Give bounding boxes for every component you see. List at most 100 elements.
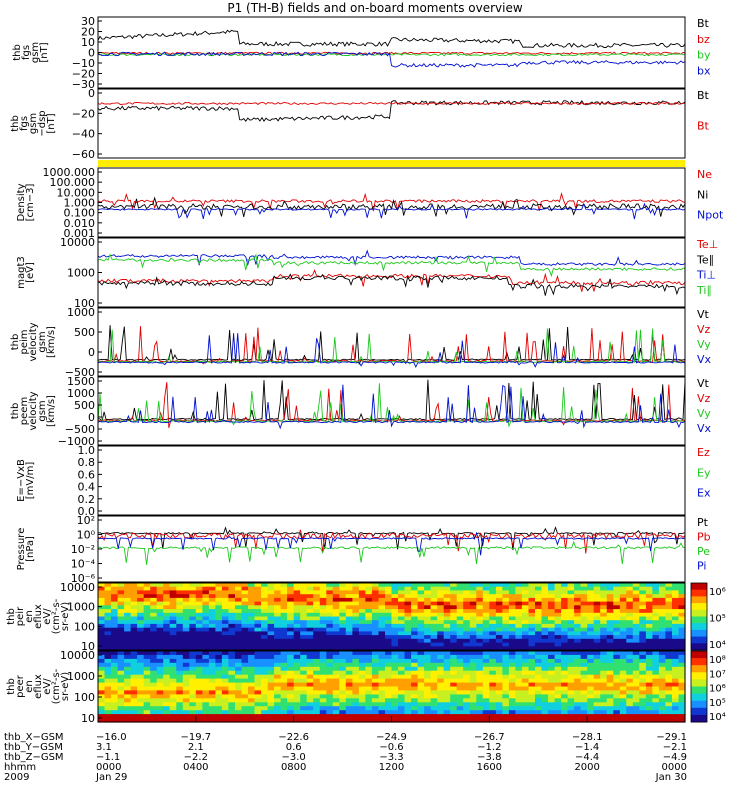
spectrogram-cell <box>339 658 347 664</box>
spectrogram-cell <box>378 627 386 632</box>
spectrogram-cell <box>593 686 601 691</box>
spectrogram-cell <box>411 631 419 636</box>
spectrogram-cell <box>469 601 477 606</box>
spectrogram-cell <box>541 620 549 625</box>
spectrogram-cell <box>287 601 295 606</box>
spectrogram-cell <box>626 601 634 606</box>
spectrogram-cell <box>580 609 588 614</box>
spectrogram-cell <box>600 686 608 691</box>
spectrogram-cell <box>156 601 164 606</box>
x-axis-value: −1.1 <box>96 752 120 763</box>
spectrogram-cell <box>619 686 627 691</box>
spectrogram-cell <box>580 590 588 595</box>
spectrogram-cell <box>613 609 621 614</box>
spectrogram-cell <box>195 586 203 591</box>
spectrogram-cell <box>391 698 399 703</box>
spectrogram-cell <box>300 666 308 672</box>
spectrogram-cell <box>104 702 112 707</box>
spectrogram-cell <box>202 635 210 640</box>
spectrogram-cell <box>182 710 190 715</box>
spectrogram-cell <box>339 583 347 588</box>
spectrogram-cell <box>574 694 582 699</box>
spectrogram-cell <box>254 594 262 599</box>
spectrogram-cell <box>293 686 301 691</box>
spectrogram-cell <box>658 678 666 684</box>
spectrogram-cell <box>508 702 516 707</box>
spectrogram-cell <box>580 627 588 632</box>
spectrogram-cell <box>456 702 464 707</box>
spectrogram-cell <box>274 612 282 618</box>
spectrogram-cell <box>469 662 477 668</box>
spectrogram-cell <box>626 627 634 632</box>
spectrogram-cell <box>508 674 516 680</box>
spectrogram-cell <box>202 682 210 688</box>
spectrogram-cell <box>345 635 353 640</box>
spectrogram-cell <box>482 616 490 621</box>
spectrogram-cell <box>280 698 288 703</box>
series-line-Ne <box>97 192 686 212</box>
spectrogram-cell <box>371 702 379 707</box>
spectrogram-cell <box>561 597 569 603</box>
spectrogram-cell <box>437 710 445 715</box>
spectrogram-cell <box>248 718 256 723</box>
spectrogram-cell <box>495 583 503 588</box>
spectrogram-cell <box>535 706 543 711</box>
spectrogram-cell <box>150 666 158 672</box>
spectrogram-cell <box>117 666 125 672</box>
spectrogram-cell <box>580 601 588 606</box>
spectrogram-cell <box>358 651 366 656</box>
spectrogram-cell <box>326 612 334 618</box>
spectrogram-cell <box>261 638 269 644</box>
spectrogram-cell <box>124 718 132 723</box>
spectrogram-cell <box>541 609 549 614</box>
spectrogram-cell <box>332 682 340 688</box>
spectrogram-cell <box>443 646 451 651</box>
spectrogram-cell <box>228 694 236 699</box>
spectrogram-cell <box>417 714 425 719</box>
spectrogram-cell <box>521 682 529 688</box>
spectrogram-cell <box>332 662 340 668</box>
spectrogram-cell <box>98 616 106 621</box>
spectrogram-cell <box>169 710 177 715</box>
spectrogram-cell <box>548 627 556 632</box>
spectrogram-cell <box>456 601 464 606</box>
spectrogram-cell <box>306 690 314 695</box>
spectrogram-cell <box>352 651 360 656</box>
spectrogram-cell <box>293 601 301 606</box>
spectrogram-cell <box>652 666 660 672</box>
spectrogram-cell <box>652 662 660 668</box>
spectrogram-cell <box>443 594 451 599</box>
spectrogram-cell <box>365 658 373 664</box>
spectrogram-cell <box>182 609 190 614</box>
spectrogram-cell <box>489 658 497 664</box>
spectrogram-cell <box>482 590 490 595</box>
spectrogram-cell <box>385 586 393 591</box>
spectrogram-cell <box>482 666 490 672</box>
y-axis-label: fgs <box>21 45 32 60</box>
spectrogram-cell <box>613 714 621 719</box>
spectrogram-cell <box>111 654 119 660</box>
colorbar-swatch <box>691 619 707 624</box>
spectrogram-cell <box>137 638 145 644</box>
spectrogram-cell <box>300 583 308 588</box>
spectrogram-cell <box>548 586 556 591</box>
y-tick-label: −10 <box>72 57 95 70</box>
spectrogram-cell <box>535 678 543 684</box>
spectrogram-cell <box>280 635 288 640</box>
spectrogram-cell <box>535 586 543 591</box>
spectrogram-cell <box>535 590 543 595</box>
spectrogram-cell <box>411 706 419 711</box>
spectrogram-cell <box>678 714 686 719</box>
spectrogram-cell <box>98 620 106 625</box>
spectrogram-cell <box>521 674 529 680</box>
spectrogram-cell <box>469 594 477 599</box>
spectrogram-cell <box>645 623 653 629</box>
spectrogram-cell <box>502 714 510 719</box>
spectrogram-cell <box>371 612 379 618</box>
spectrogram-cell <box>150 662 158 668</box>
spectrogram-cell <box>280 670 288 676</box>
spectrogram-cell <box>619 623 627 629</box>
spectrogram-cell <box>626 642 634 647</box>
spectrogram-cell <box>450 646 458 651</box>
spectrogram-cell <box>658 612 666 618</box>
